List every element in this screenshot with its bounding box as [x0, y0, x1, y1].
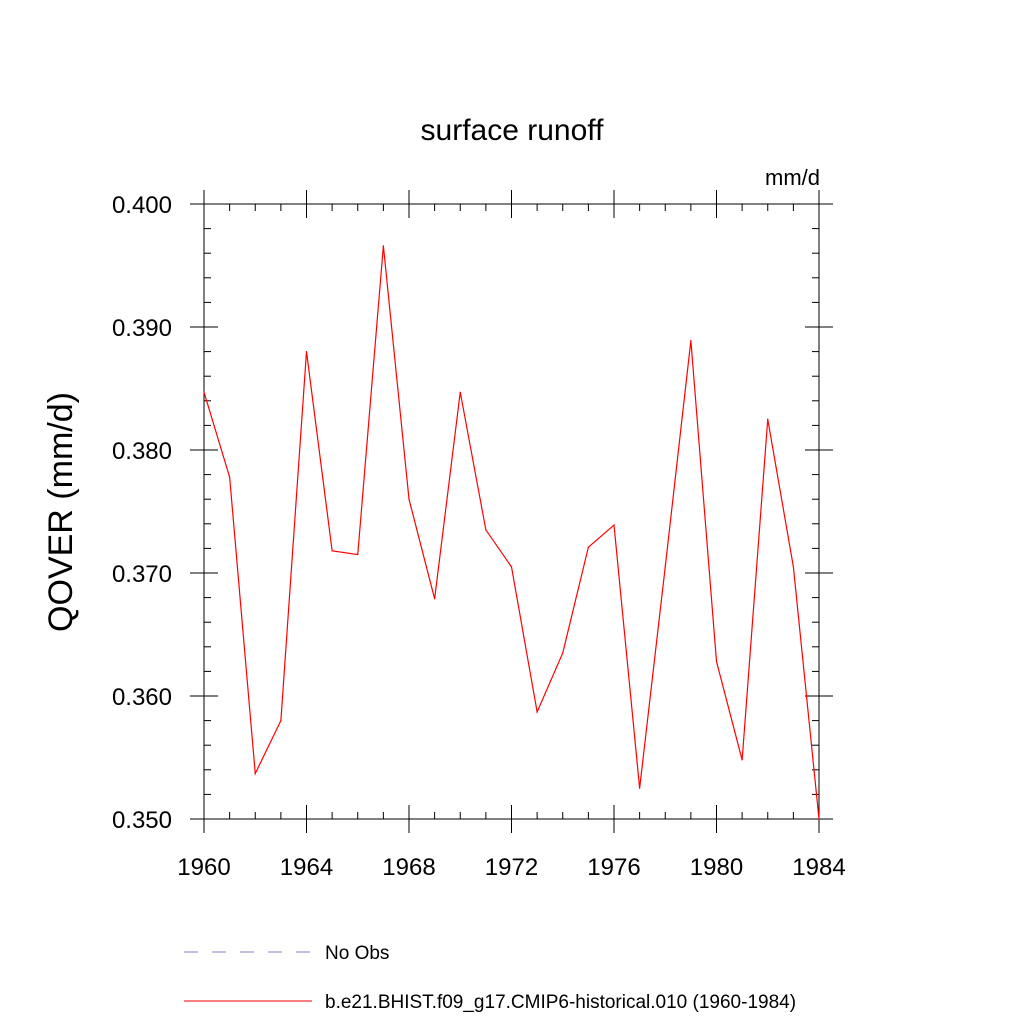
y-tick-label: 0.390 [112, 315, 172, 342]
data-point [613, 524, 615, 526]
data-point [203, 391, 205, 393]
legend-label: b.e21.BHIST.f09_g17.CMIP6-historical.010… [325, 992, 796, 1013]
data-point [690, 339, 692, 342]
data-point [715, 660, 718, 663]
x-tick-label: 1984 [792, 854, 845, 881]
data-point [459, 391, 461, 393]
data-point [229, 476, 231, 478]
x-tick-label: 1964 [280, 854, 333, 881]
x-tick-label: 1960 [177, 854, 230, 881]
data-point [664, 566, 666, 568]
data-point [485, 529, 487, 531]
data-point [562, 652, 564, 654]
y-tick-label: 0.400 [112, 192, 172, 219]
plot-frame [203, 203, 820, 820]
data-point [818, 818, 820, 820]
data-point [280, 720, 282, 722]
y-axis-label: QOVER (mm/d) [42, 392, 80, 632]
x-tick-label: 1968 [382, 854, 435, 881]
legend-label: No Obs [325, 943, 389, 964]
x-tick-label: 1980 [690, 854, 743, 881]
x-tick-label: 1972 [485, 854, 538, 881]
data-point [254, 772, 256, 775]
x-tick-label: 1976 [587, 854, 640, 881]
y-tick-label: 0.370 [112, 561, 172, 588]
y-tick-label: 0.360 [112, 684, 172, 711]
data-point [741, 759, 743, 761]
minor-ticks [204, 204, 819, 819]
y-tick-label: 0.380 [112, 438, 172, 465]
data-point [639, 787, 641, 789]
x-tick-labels: 1960 1964 1968 1972 1976 1980 1984 [177, 854, 845, 881]
legend: No Obs b.e21.BHIST.f09_g17.CMIP6-historic… [184, 943, 796, 1013]
data-point [767, 418, 769, 420]
major-ticks [190, 190, 833, 833]
data-point [357, 553, 359, 556]
data-point [434, 598, 436, 600]
data-points [203, 245, 820, 820]
data-point [305, 351, 308, 353]
y-tick-label: 0.350 [112, 807, 172, 834]
data-point [792, 566, 794, 568]
data-point [382, 245, 384, 247]
series-line [203, 245, 820, 820]
units-label: mm/d [765, 165, 820, 190]
chart-title: surface runoff [421, 114, 605, 147]
y-tick-labels: 0.400 0.390 0.380 0.370 0.360 0.350 [112, 192, 172, 834]
series-lines [203, 245, 820, 820]
data-point [536, 711, 538, 713]
data-point [587, 546, 589, 548]
data-point [510, 566, 513, 568]
data-point [408, 498, 410, 500]
data-point [331, 550, 333, 552]
